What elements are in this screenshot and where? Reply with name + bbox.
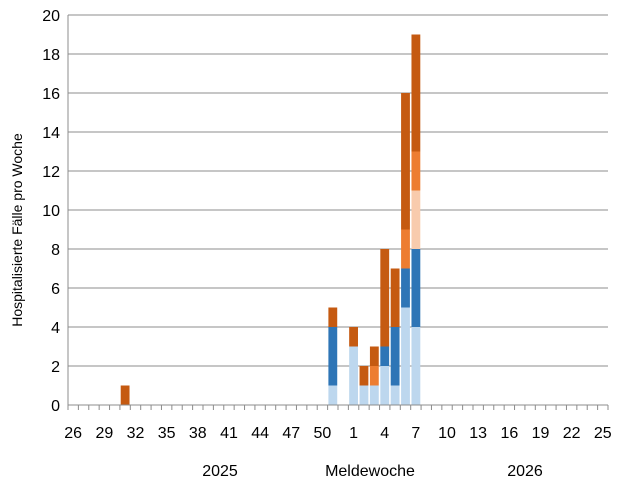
bar-segment [411,249,421,327]
x-tick-label: 41 [220,425,238,442]
x-tick-label: 16 [500,425,518,442]
y-tick-label: 4 [51,320,60,337]
x-tick-label: 22 [563,425,581,442]
bar-segment [380,346,390,366]
bar-segment [328,307,338,327]
x-tick-label: 13 [469,425,487,442]
x-tick-label: 32 [127,425,145,442]
bar-segment [359,385,369,405]
x-tick-label: 26 [64,425,82,442]
bar-segment [120,385,130,405]
y-axis-label: Hospitalisierte Fälle pro Woche [9,133,25,327]
x-tick-label: 1 [349,425,358,442]
y-tick-label: 8 [51,242,60,259]
x-tick-label: 44 [251,425,269,442]
bars [120,34,421,405]
bar-segment [328,385,338,405]
bar-segment [390,327,400,386]
bar-segment [411,34,421,152]
x-tick-label: 25 [594,425,612,442]
x-tick-label: 35 [158,425,176,442]
bar-segment [349,327,358,347]
x-tick-label: 10 [438,425,456,442]
y-tick-label: 14 [42,125,60,142]
y-tick-label: 6 [51,281,60,298]
bar-segment [401,93,410,230]
x-tick-label: 7 [411,425,420,442]
bar-segment [411,327,421,405]
y-tick-labels: 0 2 4 6 8 10 12 14 16 18 20 [42,8,60,415]
bar-segment [380,249,390,347]
gridlines [68,14,608,406]
bar-segment [359,366,369,386]
bar-segment [401,307,410,405]
y-tick-label: 0 [51,398,60,415]
bar-segment [401,229,410,269]
bar-segment [328,327,338,386]
y-tick-label: 2 [51,359,60,376]
bar-segment [380,366,390,405]
bar-segment [411,151,421,191]
x-tick-label: 4 [380,425,389,442]
y-tick-label: 12 [42,164,60,181]
bar-segment [390,268,400,327]
year-label-2026: 2026 [507,463,543,480]
bar-segment [349,346,358,405]
y-tick-label: 20 [42,8,60,25]
y-tick-label: 10 [42,203,60,220]
bar-segment [411,190,421,249]
y-tick-label: 16 [42,86,60,103]
x-tick-label: 19 [532,425,550,442]
x-tick-label: 38 [189,425,207,442]
x-tick-labels: 26 29 32 35 38 41 44 47 50 1 4 7 10 13 16 19 22 25 [64,425,612,442]
bar-segment [390,385,400,405]
y-tick-label: 18 [42,47,60,64]
bar-segment [369,366,379,386]
x-tick-label: 29 [95,425,113,442]
x-axis-label: Meldewoche [325,463,415,480]
x-tick-label: 50 [314,425,332,442]
bar-segment [369,346,379,366]
axes [67,15,609,410]
year-label-2025: 2025 [202,463,238,480]
bar-segment [369,385,379,405]
bar-segment [401,268,410,308]
x-tick-label: 47 [282,425,300,442]
